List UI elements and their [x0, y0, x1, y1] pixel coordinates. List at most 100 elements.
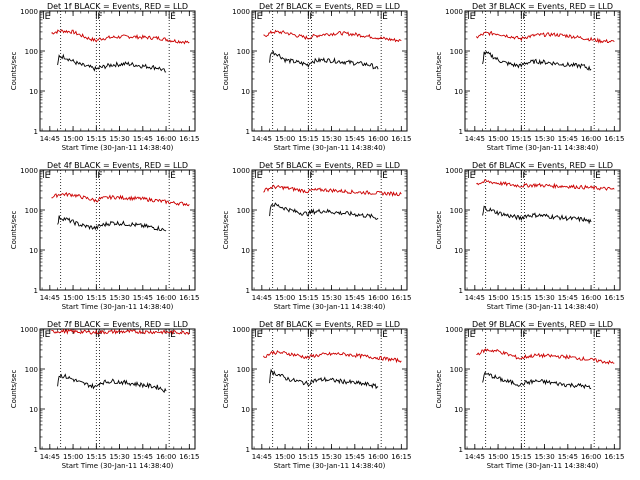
- y-tick-label: 100: [25, 48, 38, 56]
- x-tick-label: 15:00: [63, 135, 83, 143]
- x-tick-label: 15:45: [345, 294, 365, 302]
- x-tick-label: 15:45: [558, 294, 578, 302]
- y-tick-label: 100: [25, 366, 38, 374]
- panel-title: Det 4f BLACK = Events, RED = LLD: [47, 161, 188, 170]
- x-tick-label: 14:45: [465, 135, 485, 143]
- marker-label-E: E: [470, 12, 476, 22]
- series-line-lld: [263, 184, 402, 197]
- x-axis-label: Start Time (30-Jan-11 14:38:40): [62, 144, 174, 152]
- panel-det-3: Det 3f BLACK = Events, RED = LLD 1 10 100 10…: [435, 2, 624, 152]
- x-tick-label: 15:15: [86, 294, 106, 302]
- x-tick-label: 16:15: [391, 135, 411, 143]
- series-line-events: [57, 53, 167, 73]
- y-tick-label: 100: [237, 366, 250, 374]
- x-tick-label: 16:15: [179, 294, 199, 302]
- x-axis-label: Start Time (30-Jan-11 14:38:40): [62, 462, 174, 470]
- panel-title: Det 2f BLACK = Events, RED = LLD: [259, 2, 400, 11]
- plot-frame: [39, 328, 196, 450]
- marker-label-F: F: [97, 330, 102, 340]
- x-tick-label: 15:45: [133, 453, 153, 461]
- y-tick-label: 1000: [20, 167, 38, 175]
- panel-title: Det 8f BLACK = Events, RED = LLD: [259, 320, 400, 329]
- x-tick-label: 15:45: [133, 135, 153, 143]
- marker-label-F: F: [522, 330, 527, 340]
- x-tick-label: 15:15: [298, 294, 318, 302]
- y-tick-label: 1: [459, 446, 463, 454]
- y-tick-label: 1000: [445, 167, 463, 175]
- plot-frame: [464, 169, 621, 291]
- marker-label-E: E: [257, 330, 263, 340]
- x-tick-label: 15:15: [511, 453, 531, 461]
- x-tick-label: 16:15: [604, 294, 624, 302]
- x-tick-label: 15:45: [133, 294, 153, 302]
- y-tick-label: 10: [29, 406, 38, 414]
- plot-frame: [464, 10, 621, 132]
- x-tick-label: 15:30: [109, 453, 129, 461]
- panel-title: Det 3f BLACK = Events, RED = LLD: [472, 2, 613, 11]
- y-tick-label: 1000: [445, 326, 463, 334]
- x-tick-label: 15:00: [488, 294, 508, 302]
- x-tick-label: 15:00: [488, 135, 508, 143]
- x-tick-label: 16:15: [391, 294, 411, 302]
- marker-label-E: E: [470, 330, 476, 340]
- panel-det-2: Det 2f BLACK = Events, RED = LLD 1 10 100 10…: [222, 2, 411, 152]
- panel-det-1: Det 1f BLACK = Events, RED = LLD 1 10 100 10…: [10, 2, 199, 152]
- series-line-lld: [51, 328, 190, 336]
- x-tick-label: 15:45: [345, 135, 365, 143]
- marker-label-F: F: [522, 171, 527, 181]
- marker-label-E: E: [382, 171, 388, 181]
- marker-label-F: F: [522, 12, 527, 22]
- marker-label-E: E: [45, 12, 51, 22]
- y-tick-label: 10: [29, 247, 38, 255]
- x-tick-label: 15:30: [534, 453, 554, 461]
- marker-label-F: F: [309, 171, 314, 181]
- y-axis-label: Counts/sec: [435, 370, 443, 409]
- x-tick-label: 15:00: [275, 135, 295, 143]
- x-axis-label: Start Time (30-Jan-11 14:38:40): [62, 303, 174, 311]
- x-tick-label: 15:15: [86, 453, 106, 461]
- plot-frame: [251, 328, 408, 450]
- panel-title: Det 9f BLACK = Events, RED = LLD: [472, 320, 613, 329]
- marker-label-E: E: [595, 12, 601, 22]
- x-tick-label: 16:00: [368, 135, 388, 143]
- x-tick-label: 15:00: [275, 453, 295, 461]
- plot-frame: [39, 169, 196, 291]
- x-tick-label: 14:45: [252, 453, 272, 461]
- x-tick-label: 16:00: [368, 294, 388, 302]
- y-axis-label: Counts/sec: [435, 52, 443, 91]
- x-tick-label: 14:45: [252, 135, 272, 143]
- x-tick-label: 16:15: [391, 453, 411, 461]
- x-tick-label: 16:15: [604, 135, 624, 143]
- y-tick-label: 1000: [20, 8, 38, 16]
- y-tick-label: 10: [29, 88, 38, 96]
- y-tick-label: 100: [450, 366, 463, 374]
- x-tick-label: 16:15: [179, 135, 199, 143]
- marker-label-F: F: [97, 171, 102, 181]
- x-tick-label: 15:15: [511, 294, 531, 302]
- panel-det-4: Det 4f BLACK = Events, RED = LLD 1 10 100 10…: [10, 161, 199, 311]
- x-tick-label: 15:45: [558, 453, 578, 461]
- marker-label-F: F: [97, 12, 102, 22]
- x-tick-label: 16:15: [604, 453, 624, 461]
- panel-title: Det 7f BLACK = Events, RED = LLD: [47, 320, 188, 329]
- x-tick-label: 16:00: [581, 294, 601, 302]
- x-tick-label: 15:45: [558, 135, 578, 143]
- y-tick-label: 10: [241, 88, 250, 96]
- x-tick-label: 15:30: [321, 453, 341, 461]
- y-axis-label: Counts/sec: [222, 52, 230, 91]
- x-tick-label: 15:00: [275, 294, 295, 302]
- y-tick-label: 1000: [232, 326, 250, 334]
- series-line-lld: [263, 350, 402, 364]
- x-axis-label: Start Time (30-Jan-11 14:38:40): [274, 462, 386, 470]
- series-line-lld: [476, 348, 615, 365]
- x-tick-label: 15:30: [109, 294, 129, 302]
- series-line-events: [57, 373, 167, 394]
- x-tick-label: 15:15: [511, 135, 531, 143]
- x-tick-label: 14:45: [40, 453, 60, 461]
- y-tick-label: 1000: [20, 326, 38, 334]
- y-tick-label: 10: [241, 406, 250, 414]
- series-line-events: [269, 368, 379, 390]
- x-tick-label: 14:45: [252, 294, 272, 302]
- x-tick-label: 16:00: [581, 135, 601, 143]
- panel-det-5: Det 5f BLACK = Events, RED = LLD 1 10 100 10…: [222, 161, 411, 311]
